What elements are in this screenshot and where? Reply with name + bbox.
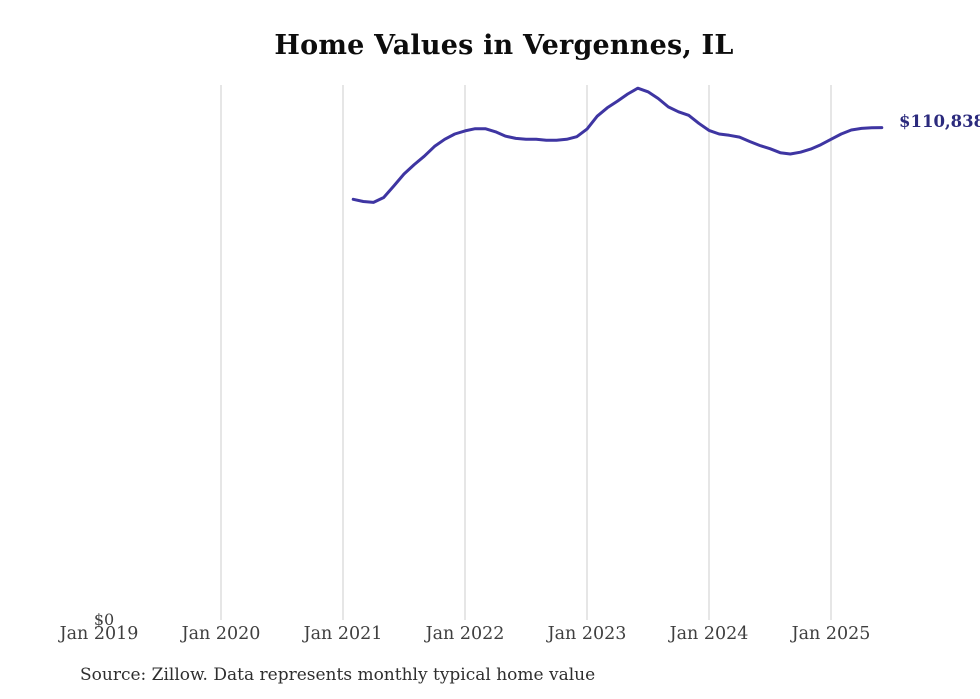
source-note: Source: Zillow. Data represents monthly … — [80, 665, 596, 685]
x-tick-label: Jan 2022 — [425, 624, 505, 644]
x-tick-label: Jan 2025 — [791, 624, 871, 644]
x-tick-label: Jan 2023 — [547, 624, 627, 644]
x-tick-label: Jan 2024 — [669, 624, 749, 644]
y-axis-zero-label: $0 — [93, 610, 115, 629]
x-tick-label: Jan 2021 — [303, 624, 383, 644]
gridlines — [220, 85, 832, 620]
chart-title: Home Values in Vergennes, IL — [274, 30, 734, 61]
x-tick-label: Jan 2020 — [181, 624, 261, 644]
latest-value-label: $110,838 — [899, 112, 980, 131]
price-line — [351, 86, 884, 204]
x-tick-label: Jan 2019 — [59, 624, 139, 644]
